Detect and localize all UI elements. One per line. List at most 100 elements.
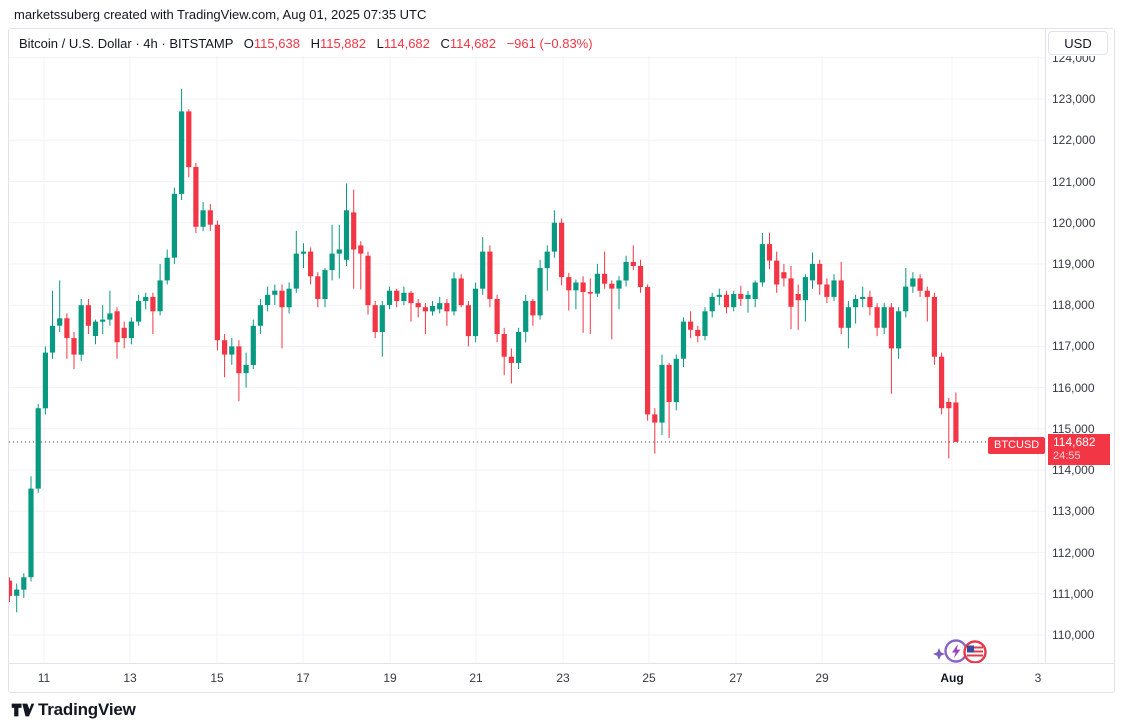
candle [896, 311, 902, 349]
candle [766, 244, 773, 261]
event-markers[interactable] [931, 636, 989, 666]
time-tick-label: 27 [729, 671, 743, 685]
low-value: 114,682 [383, 36, 430, 51]
candle [774, 260, 780, 285]
price-axis[interactable]: 124,000 123,000 122,000 121,000 120,000 119,0… [1046, 56, 1123, 663]
candle [28, 488, 34, 578]
candle [738, 294, 744, 299]
candle [164, 257, 170, 281]
candle [279, 290, 285, 308]
candle [286, 288, 292, 308]
high-value: 115,882 [319, 36, 366, 51]
candle [759, 244, 765, 283]
price-tick-label: 111,000 [1052, 586, 1094, 601]
time-tick-label: 15 [210, 671, 224, 685]
candle [207, 210, 213, 225]
price-tick-label: 115,000 [1052, 421, 1095, 436]
candle [315, 276, 321, 299]
candle [415, 303, 421, 308]
candle [114, 311, 120, 343]
candle [451, 278, 457, 312]
tradingview-logo-icon[interactable] [11, 701, 35, 719]
candle [236, 346, 242, 374]
interval-label: 4h [143, 36, 158, 51]
candle [92, 321, 99, 336]
candle [193, 167, 199, 227]
candle [795, 294, 801, 301]
low-label: L [376, 36, 384, 51]
candle [351, 212, 357, 250]
usd-currency-button[interactable]: USD [1048, 31, 1108, 55]
price-tick-label: 116,000 [1052, 380, 1095, 395]
candle [78, 305, 84, 355]
time-tick-label: 23 [556, 671, 570, 685]
candle [630, 261, 636, 266]
candle [501, 334, 507, 357]
candlestick-plot-area[interactable] [9, 56, 1045, 663]
candle [652, 414, 658, 423]
last-price-value: 114,682 [1053, 435, 1096, 449]
candle [71, 338, 77, 355]
candle [272, 290, 278, 295]
candle [623, 261, 629, 281]
candle [824, 284, 830, 297]
candle [21, 577, 27, 590]
change-value: −961 (−0.83%) [506, 36, 593, 51]
exchange-label: BITSTAMP [169, 36, 234, 51]
time-tick-label: 3 [1034, 671, 1042, 685]
price-tick-label: 112,000 [1052, 545, 1095, 560]
candle [9, 580, 13, 596]
candle [429, 306, 436, 312]
candle [867, 296, 873, 308]
candle [121, 327, 127, 339]
candle [709, 296, 715, 312]
candle [781, 272, 787, 279]
candle [745, 294, 751, 299]
price-tick-label: 117,000 [1052, 339, 1095, 354]
candle [637, 266, 644, 287]
candle [35, 408, 41, 489]
candle [580, 282, 586, 292]
candle [229, 346, 235, 355]
candle [860, 296, 866, 299]
candle [809, 263, 816, 281]
price-tick-label: 122,000 [1052, 133, 1096, 148]
tradingview-brand-link[interactable]: TradingView [38, 700, 136, 719]
candle [695, 329, 701, 337]
attribution-bar: marketssuberg created with TradingView.c… [0, 0, 1123, 28]
candle [551, 222, 557, 252]
candle [802, 277, 808, 301]
candle [731, 294, 737, 308]
legend-separator: · [161, 36, 166, 51]
candle [57, 318, 63, 326]
candle [559, 222, 565, 278]
candle [939, 356, 945, 409]
candle [128, 321, 134, 339]
candle [480, 251, 486, 289]
candle [64, 318, 70, 339]
price-tick-label: 114,000 [1052, 463, 1095, 478]
candle [903, 286, 909, 312]
time-axis[interactable]: 11 13 15 17 19 21 23 25 27 29 Aug 3 [0, 663, 1115, 693]
candle [437, 303, 443, 310]
time-tick-label: 29 [815, 671, 829, 685]
candle [394, 290, 400, 301]
candle [594, 273, 600, 294]
symbol-price-badge: BTCUSD [988, 437, 1046, 454]
candle [609, 283, 615, 289]
close-value: 114,682 [449, 36, 496, 51]
candle [222, 340, 228, 355]
candle [888, 307, 894, 349]
candle [379, 305, 385, 332]
candle [186, 111, 192, 168]
time-tick-label: 19 [383, 671, 397, 685]
candle [723, 294, 730, 308]
candle [372, 305, 378, 332]
candle [544, 251, 550, 269]
candle [365, 255, 371, 306]
price-axis-separator [1045, 28, 1046, 663]
candle [838, 280, 844, 328]
price-tick-label: 110,000 [1052, 628, 1095, 642]
time-tick-label: 21 [469, 671, 483, 685]
